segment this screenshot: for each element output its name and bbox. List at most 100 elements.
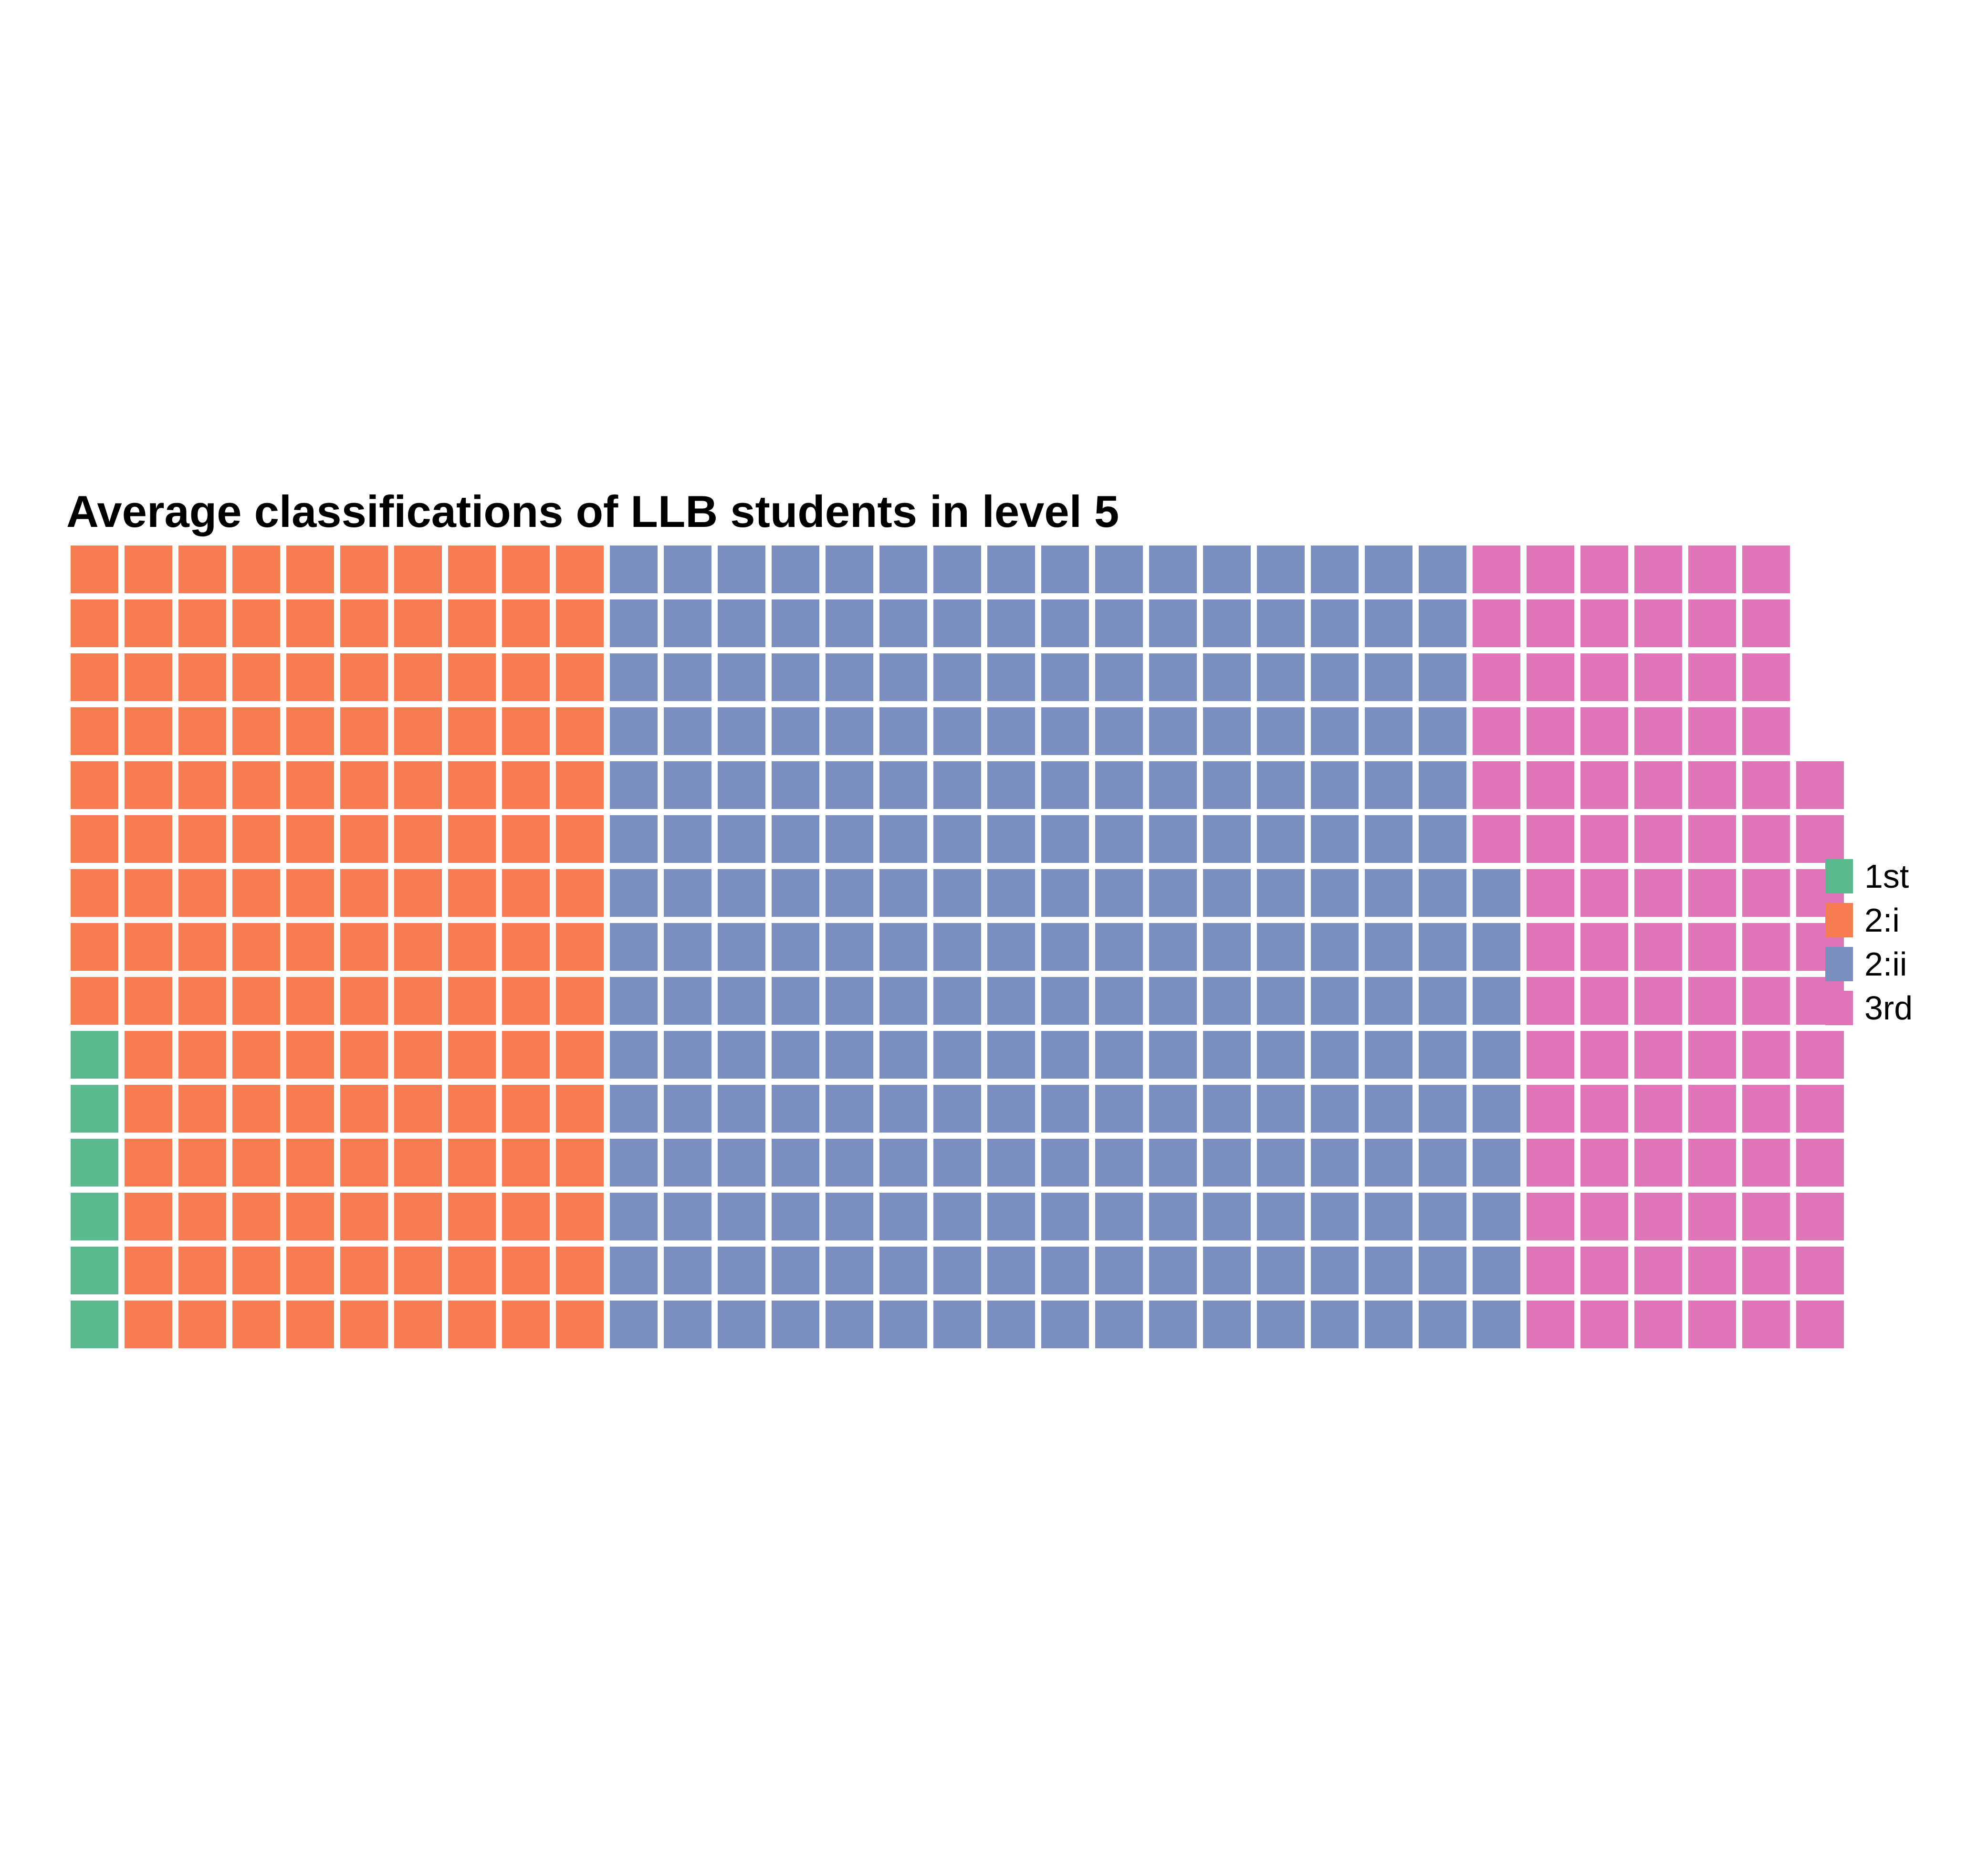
waffle-cell-2ii xyxy=(1473,869,1520,917)
waffle-cell-3rd xyxy=(1527,1301,1574,1348)
waffle-cell-2ii xyxy=(664,815,711,863)
waffle-cells xyxy=(71,546,1844,1348)
waffle-cell-2i xyxy=(556,599,604,647)
waffle-cell-2i xyxy=(556,1301,604,1348)
waffle-cell-2ii xyxy=(1095,761,1143,809)
waffle-cell-2ii xyxy=(933,1139,981,1186)
waffle-cell-2i xyxy=(71,546,118,593)
waffle-cell-2i xyxy=(286,1085,334,1133)
waffle-cell-3rd xyxy=(1742,1301,1790,1348)
waffle-cell-2ii xyxy=(610,653,658,701)
legend: 1st 2:i 2:ii 3rd xyxy=(1825,858,1913,1027)
waffle-cell-2ii xyxy=(826,1031,873,1079)
waffle-cell-2ii xyxy=(1257,1085,1305,1133)
waffle-cell-2ii xyxy=(1365,1193,1413,1240)
waffle-cell-2i xyxy=(125,1085,172,1133)
waffle-cell-2ii xyxy=(1149,1193,1197,1240)
waffle-cell-2ii xyxy=(1419,1247,1466,1294)
waffle-cell-2i xyxy=(448,977,496,1025)
waffle-cell-2i xyxy=(556,1031,604,1079)
waffle-cell-3rd xyxy=(1580,707,1628,755)
waffle-cell-2ii xyxy=(826,1193,873,1240)
waffle-cell-2ii xyxy=(718,1301,765,1348)
waffle-cell-2i xyxy=(502,1247,550,1294)
waffle-cell-3rd xyxy=(1634,653,1682,701)
waffle-cell-3rd xyxy=(1796,1301,1844,1348)
waffle-cell-2i xyxy=(340,707,388,755)
waffle-cell-3rd xyxy=(1634,707,1682,755)
waffle-cell-2ii xyxy=(987,761,1035,809)
waffle-cell-3rd xyxy=(1527,1247,1574,1294)
waffle-cell-3rd xyxy=(1527,761,1574,809)
waffle-cell-2ii xyxy=(664,1193,711,1240)
waffle-cell-2ii xyxy=(987,707,1035,755)
waffle-cell-2ii xyxy=(1095,1031,1143,1079)
waffle-cell-2i xyxy=(232,1139,280,1186)
waffle-cell-2ii xyxy=(1041,1247,1089,1294)
waffle-cell-2i xyxy=(178,653,226,701)
waffle-cell-2i xyxy=(394,1193,442,1240)
waffle-cell-2ii xyxy=(1311,1193,1359,1240)
waffle-cell-3rd xyxy=(1688,1139,1736,1186)
waffle-cell-3rd xyxy=(1580,815,1628,863)
waffle-cell-3rd xyxy=(1634,869,1682,917)
waffle-cell-2i xyxy=(286,707,334,755)
waffle-cell-2i xyxy=(502,1139,550,1186)
waffle-cell-2i xyxy=(556,923,604,971)
waffle-cell-2i xyxy=(232,1085,280,1133)
waffle-cell-2i xyxy=(394,546,442,593)
waffle-cell-2ii xyxy=(772,923,819,971)
waffle-cell-2ii xyxy=(1311,869,1359,917)
waffle-cell-2i xyxy=(394,599,442,647)
waffle-cell-2ii xyxy=(610,707,658,755)
waffle-cell-2ii xyxy=(1203,923,1251,971)
waffle-cell-2i xyxy=(178,1193,226,1240)
waffle-cell-2i xyxy=(71,761,118,809)
waffle-cell-2i xyxy=(556,815,604,863)
waffle-cell-2ii xyxy=(879,815,927,863)
waffle-cell-2i xyxy=(556,1139,604,1186)
legend-label: 3rd xyxy=(1864,989,1913,1027)
waffle-cell-2ii xyxy=(1365,977,1413,1025)
waffle-cell-2ii xyxy=(933,1193,981,1240)
waffle-cell-2ii xyxy=(987,1085,1035,1133)
waffle-cell-2ii xyxy=(1095,1247,1143,1294)
waffle-cell-2ii xyxy=(1149,815,1197,863)
waffle-cell-2i xyxy=(178,707,226,755)
waffle-cell-2ii xyxy=(1365,546,1413,593)
waffle-cell-2i xyxy=(178,1247,226,1294)
waffle-cell-3rd xyxy=(1742,815,1790,863)
waffle-cell-2ii xyxy=(1473,1301,1520,1348)
waffle-cell-2i xyxy=(448,1193,496,1240)
waffle-cell-2i xyxy=(125,1031,172,1079)
waffle-cell-3rd xyxy=(1634,977,1682,1025)
waffle-cell-2ii xyxy=(933,1031,981,1079)
waffle-cell-2ii xyxy=(664,1085,711,1133)
waffle-cell-2ii xyxy=(664,1247,711,1294)
waffle-cell-2i xyxy=(556,1085,604,1133)
waffle-cell-2ii xyxy=(1311,1085,1359,1133)
waffle-cell-2ii xyxy=(664,923,711,971)
waffle-cell-2ii xyxy=(1041,977,1089,1025)
waffle-cell-2i xyxy=(286,1139,334,1186)
waffle-cell-2ii xyxy=(772,1301,819,1348)
waffle-cell-2ii xyxy=(1095,546,1143,593)
waffle-cell-2ii xyxy=(1041,599,1089,647)
waffle-cell-2ii xyxy=(987,923,1035,971)
waffle-cell-2i xyxy=(448,546,496,593)
waffle-cell-3rd xyxy=(1742,546,1790,593)
waffle-cell-3rd xyxy=(1688,653,1736,701)
waffle-cell-2i xyxy=(394,1031,442,1079)
legend-key-2i xyxy=(1825,903,1853,937)
waffle-cell-2i xyxy=(286,761,334,809)
waffle-cell-2i xyxy=(178,1085,226,1133)
waffle-cell-2i xyxy=(71,707,118,755)
waffle-cell-2ii xyxy=(718,599,765,647)
waffle-cell-3rd xyxy=(1742,1031,1790,1079)
waffle-cell-2ii xyxy=(1311,815,1359,863)
waffle-cell-2ii xyxy=(1095,1139,1143,1186)
waffle-cell-2i xyxy=(178,761,226,809)
waffle-cell-2i xyxy=(232,599,280,647)
waffle-cell-2ii xyxy=(772,977,819,1025)
waffle-cell-2ii xyxy=(1365,869,1413,917)
